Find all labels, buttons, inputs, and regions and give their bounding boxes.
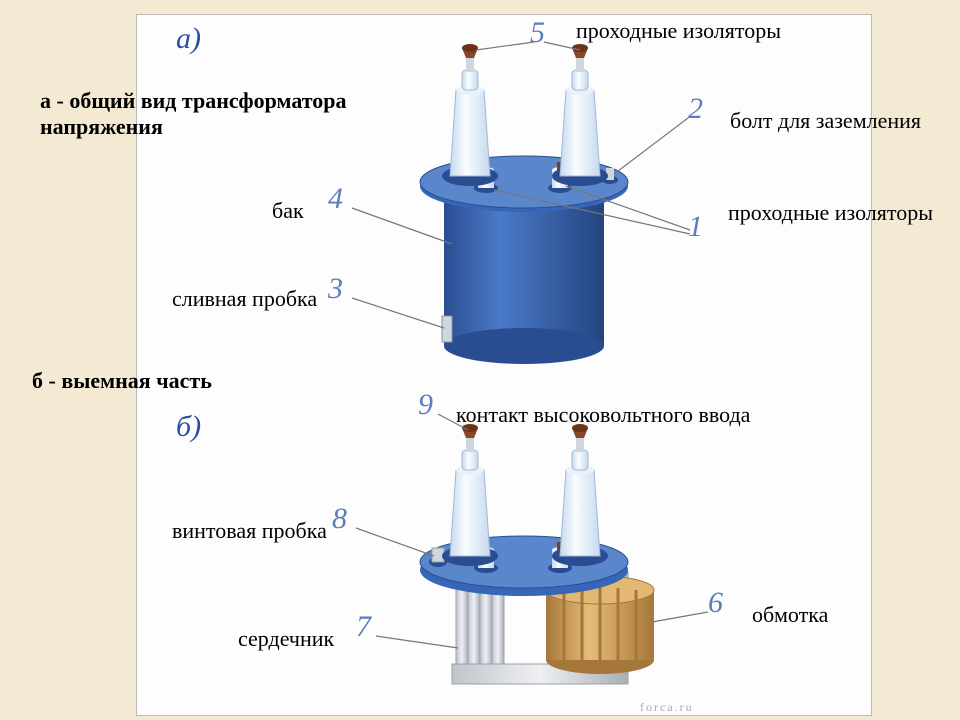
num-2: 2 [688, 96, 703, 122]
num-3: 3 [328, 276, 343, 302]
text-1: проходные изоляторы [728, 200, 933, 226]
text-9: контакт высоковольтного ввода [456, 402, 750, 428]
num-9: 9 [418, 392, 433, 418]
diagram-stage: а - общий вид трансформатора напряжения … [0, 0, 960, 720]
credit: forca.ru [640, 694, 694, 720]
fig-b-leaders [356, 414, 708, 648]
fig-b-hv-insulator-right [552, 424, 608, 566]
text-4: бак [272, 198, 304, 224]
text-3: сливная пробка [172, 286, 317, 312]
num-5: 5 [530, 20, 545, 46]
text-6: обмотка [752, 602, 828, 628]
num-8: 8 [332, 506, 347, 532]
text-2: болт для заземления [730, 108, 921, 134]
num-4: 4 [328, 186, 343, 212]
num-1: 1 [688, 214, 703, 240]
fig-b-hv-insulator-left [442, 424, 498, 566]
title-a: а - общий вид трансформатора напряжения [40, 88, 347, 140]
num-6: 6 [708, 590, 723, 616]
title-b: б - выемная часть [32, 368, 212, 394]
section-letter-b: б) [176, 414, 201, 440]
text-5: проходные изоляторы [576, 18, 781, 44]
num-7: 7 [356, 614, 371, 640]
text-7: сердечник [238, 626, 334, 652]
text-8: винтовая пробка [172, 518, 327, 544]
section-letter-a: а) [176, 26, 201, 52]
